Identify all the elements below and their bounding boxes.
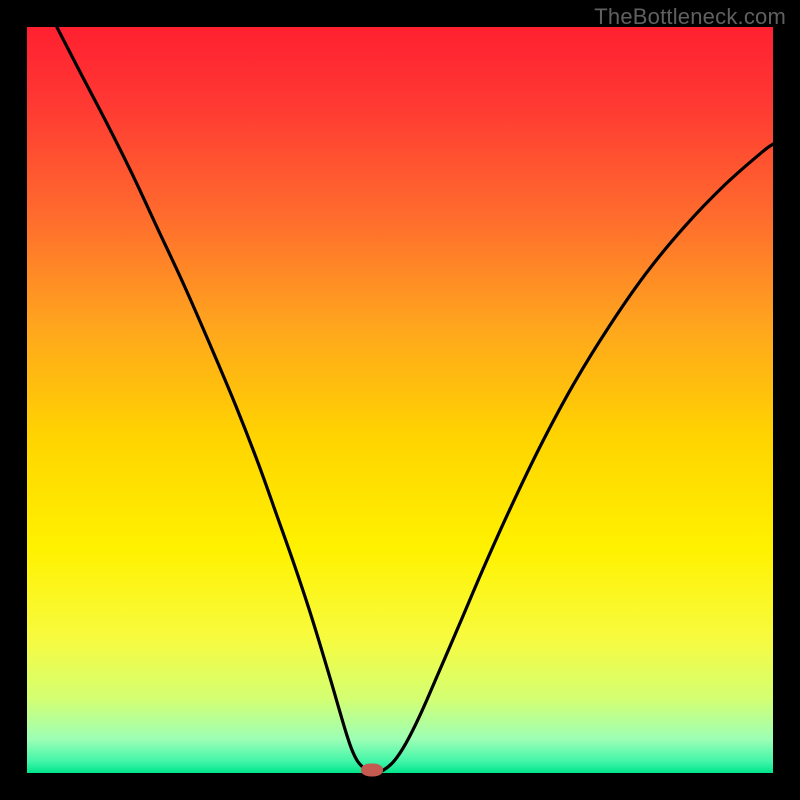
plot-area (27, 27, 773, 773)
watermark-text: TheBottleneck.com (594, 4, 786, 30)
curve-line (27, 27, 773, 773)
minimum-marker (361, 764, 383, 777)
